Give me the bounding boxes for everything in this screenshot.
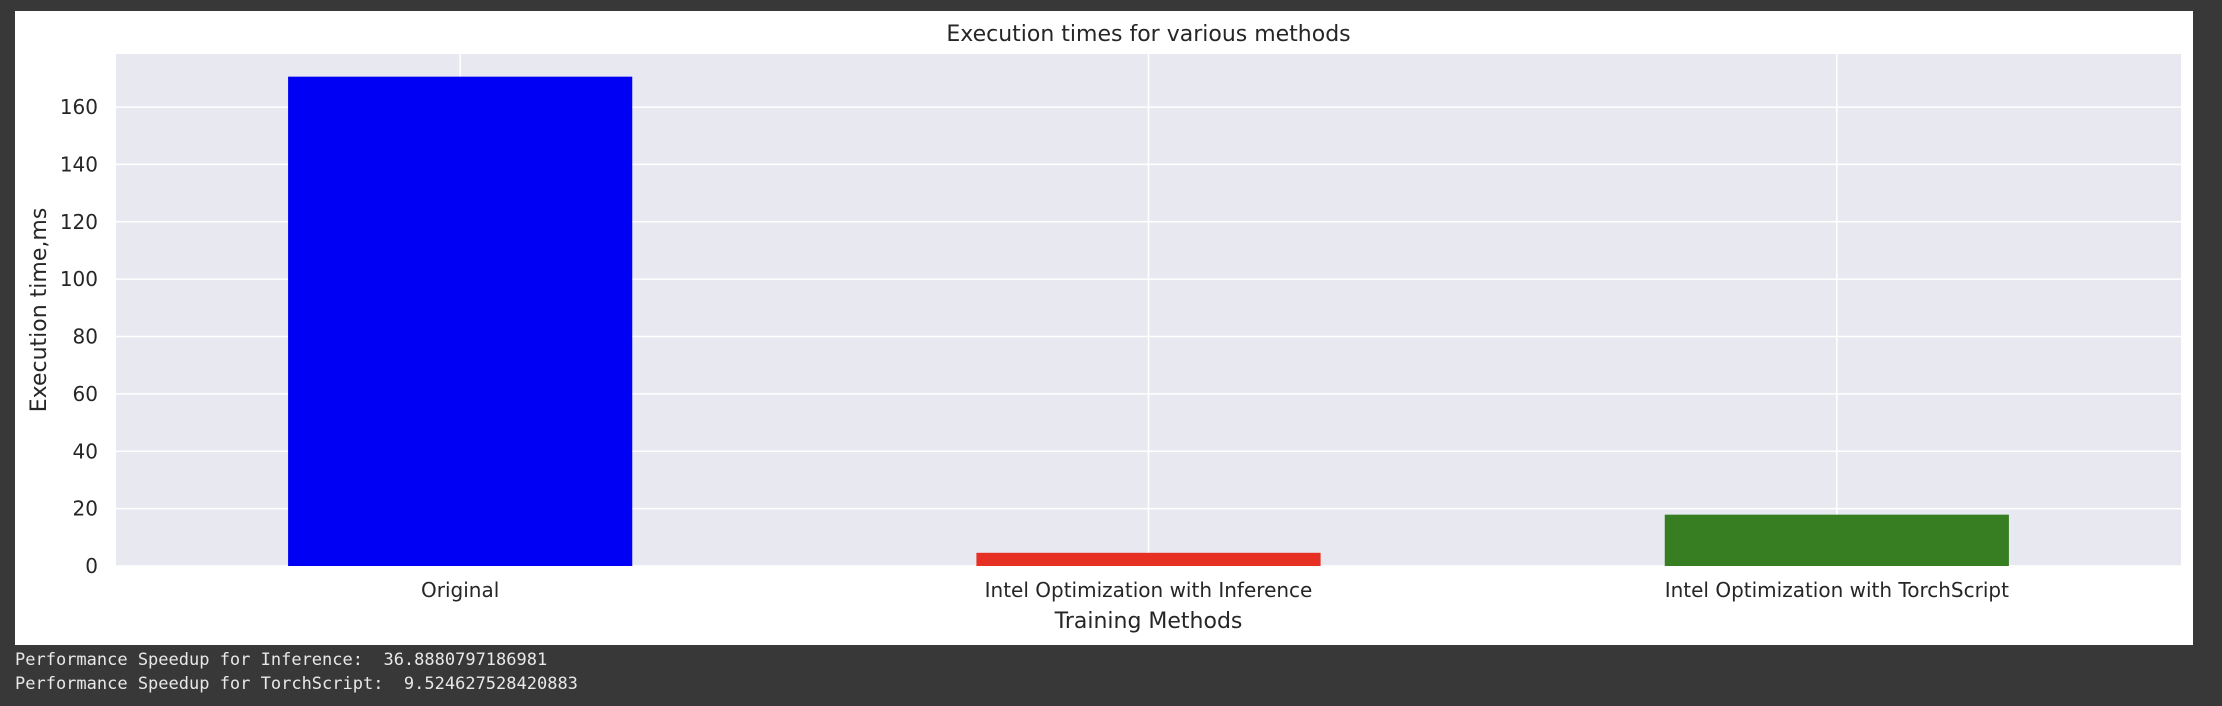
y-tick-label: 140 [60, 152, 98, 176]
y-axis-label: Execution time,ms [27, 208, 52, 413]
y-tick-label: 0 [85, 554, 98, 578]
y-tick-label: 40 [73, 439, 98, 463]
x-tick-labels: Original Intel Optimization with Inferenc… [421, 578, 2009, 602]
chart-figure: 0 20 40 60 80 100 120 140 160 Original Intel Opti… [15, 11, 2193, 645]
x-tick-label: Original [421, 578, 499, 602]
bar [1664, 514, 2009, 566]
y-tick-label: 100 [60, 267, 98, 291]
x-tick-label: Intel Optimization with TorchScript [1665, 578, 2009, 602]
y-tick-label: 160 [60, 95, 98, 119]
bars [288, 76, 2009, 566]
bar-chart: 0 20 40 60 80 100 120 140 160 Original Intel Opti… [27, 22, 2181, 634]
output-line-inference-speedup: Performance Speedup for Inference: 36.88… [15, 650, 548, 670]
bar [288, 76, 633, 566]
y-tick-labels: 0 20 40 60 80 100 120 140 160 [60, 95, 98, 578]
bar [976, 552, 1321, 566]
x-tick-label: Intel Optimization with Inference [985, 578, 1313, 602]
y-tick-label: 120 [60, 210, 98, 234]
y-tick-label: 60 [73, 382, 98, 406]
y-tick-label: 80 [73, 325, 98, 349]
x-axis-label: Training Methods [1054, 609, 1243, 634]
y-tick-label: 20 [73, 497, 98, 521]
output-line-torchscript-speedup: Performance Speedup for TorchScript: 9.5… [15, 674, 578, 694]
chart-title: Execution times for various methods [946, 22, 1350, 47]
